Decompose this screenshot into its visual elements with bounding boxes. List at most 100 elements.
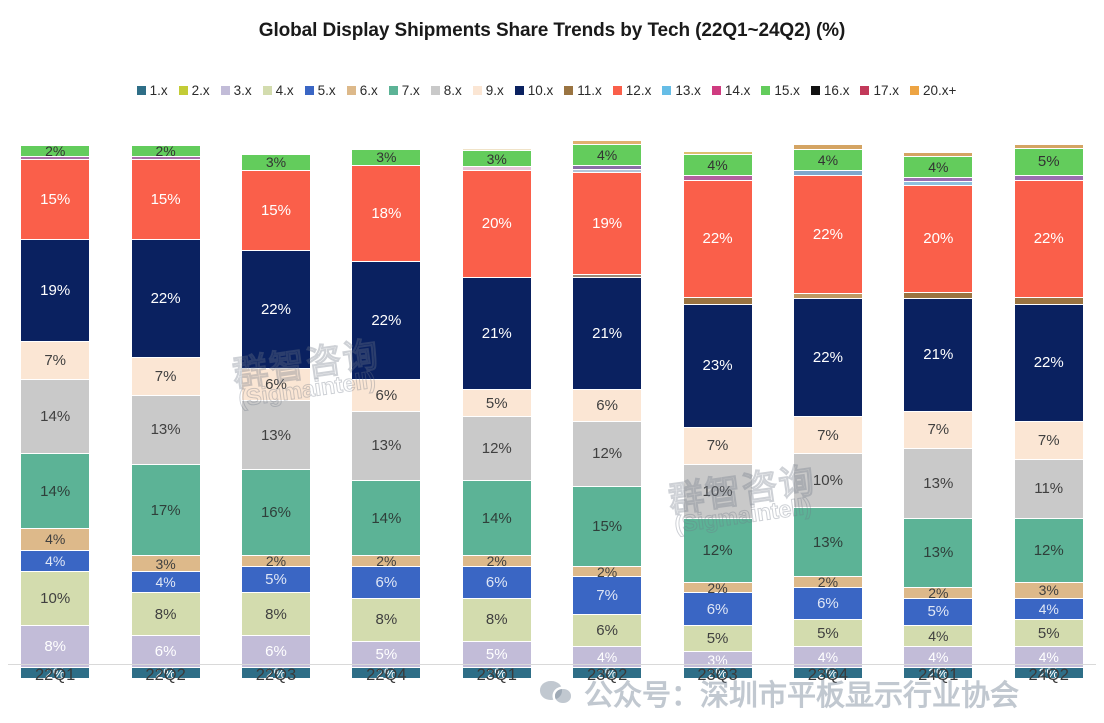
- bar-segment-8x[interactable]: 13%: [352, 411, 421, 482]
- bar-segment-6x[interactable]: 2%: [573, 565, 642, 579]
- bar-segment-4x[interactable]: 4%: [904, 625, 973, 647]
- bar-segment-6x[interactable]: 2%: [793, 575, 862, 589]
- bar-segment-11x[interactable]: [793, 293, 862, 300]
- bar-segment-10x[interactable]: 22%: [793, 299, 862, 417]
- bar-segment-20x[interactable]: [904, 152, 973, 158]
- bar-segment-14x[interactable]: [1014, 175, 1083, 181]
- bar-segment-10x[interactable]: 21%: [573, 277, 642, 391]
- bar-segment-13x[interactable]: [793, 170, 862, 177]
- bar-segment-15x[interactable]: 4%: [683, 154, 752, 177]
- bar-segment-7x[interactable]: 12%: [1014, 518, 1083, 583]
- legend-item-11x[interactable]: 11.x: [564, 84, 602, 98]
- bar-segment-10x[interactable]: 21%: [904, 299, 973, 412]
- bar-segment-10x[interactable]: 21%: [462, 277, 531, 391]
- bar-segment-7x[interactable]: 13%: [904, 518, 973, 589]
- bar-segment-14x[interactable]: [21, 156, 90, 161]
- bar-segment-20x[interactable]: [573, 141, 642, 145]
- bar-segment-6x[interactable]: 3%: [1014, 582, 1083, 599]
- bar-segment-12x[interactable]: 19%: [573, 173, 642, 275]
- bar-segment-9x[interactable]: 7%: [683, 427, 752, 466]
- bar-segment-5x[interactable]: 4%: [21, 550, 90, 573]
- bar-segment-20x[interactable]: [683, 151, 752, 155]
- legend-item-14x[interactable]: 14.x: [711, 84, 750, 98]
- bar-segment-10x[interactable]: 22%: [1014, 304, 1083, 423]
- bar-segment-15x[interactable]: 2%: [21, 144, 90, 158]
- bar-segment-14x[interactable]: [131, 156, 200, 161]
- bar-segment-20x[interactable]: [462, 148, 531, 152]
- bar-segment-8x[interactable]: 12%: [462, 416, 531, 482]
- bar-segment-6x[interactable]: 2%: [241, 554, 310, 568]
- bar-segment-4x[interactable]: 8%: [352, 598, 421, 642]
- bar-segment-12x[interactable]: 22%: [683, 180, 752, 299]
- bar-segment-12x[interactable]: 18%: [352, 165, 421, 262]
- bar-segment-5x[interactable]: 4%: [131, 572, 200, 594]
- bar-segment-6x[interactable]: 4%: [21, 529, 90, 551]
- bar-segment-6x[interactable]: 2%: [462, 554, 531, 568]
- bar-column-22Q2[interactable]: 2% 6% 8% 4% 3% 17% 13% 7% 22% 15% 2%: [111, 113, 221, 679]
- bar-segment-4x[interactable]: 5%: [793, 620, 862, 647]
- bar-segment-14x[interactable]: [904, 178, 973, 183]
- legend-item-5x[interactable]: 5.x: [304, 84, 336, 98]
- legend-item-16x[interactable]: 16.x: [810, 84, 849, 98]
- bar-segment-5x[interactable]: 6%: [683, 593, 752, 626]
- legend-item-1x[interactable]: 1.x: [136, 84, 168, 98]
- bar-segment-7x[interactable]: 16%: [241, 470, 310, 557]
- bar-segment-9x[interactable]: 6%: [352, 379, 421, 412]
- bar-segment-4x[interactable]: 5%: [683, 625, 752, 653]
- bar-segment-4x[interactable]: 6%: [573, 614, 642, 647]
- bar-segment-7x[interactable]: 14%: [352, 481, 421, 557]
- bar-segment-10x[interactable]: 22%: [131, 240, 200, 359]
- bar-segment-13x[interactable]: [573, 170, 642, 174]
- bar-column-23Q3[interactable]: 2% 3% 5% 6% 2% 12% 10% 7% 23% 22% 4%: [663, 113, 773, 679]
- bar-segment-9x[interactable]: 7%: [21, 342, 90, 380]
- bar-segment-8x[interactable]: 12%: [573, 422, 642, 487]
- bar-segment-12x[interactable]: 15%: [131, 160, 200, 241]
- bar-segment-9x[interactable]: 7%: [793, 416, 862, 455]
- bar-segment-6x[interactable]: 3%: [131, 556, 200, 573]
- bar-segment-20x[interactable]: [793, 145, 862, 150]
- bar-segment-14x[interactable]: [573, 166, 642, 171]
- bar-segment-10x[interactable]: 19%: [21, 240, 90, 343]
- bar-segment-7x[interactable]: 12%: [683, 518, 752, 583]
- bar-segment-7x[interactable]: 14%: [21, 454, 90, 530]
- legend-item-13x[interactable]: 13.x: [662, 84, 701, 98]
- bar-segment-10x[interactable]: 23%: [683, 304, 752, 428]
- bar-segment-5x[interactable]: 6%: [793, 588, 862, 621]
- legend-item-20x[interactable]: 20.x+: [909, 84, 956, 98]
- legend-item-3x[interactable]: 3.x: [220, 84, 252, 98]
- bar-segment-11x[interactable]: [573, 274, 642, 278]
- legend-item-6x[interactable]: 6.x: [346, 84, 378, 98]
- bar-segment-8x[interactable]: 14%: [21, 379, 90, 455]
- bar-segment-13x[interactable]: [904, 182, 973, 186]
- bar-column-22Q4[interactable]: 2% 5% 8% 6% 2% 14% 13% 6% 22% 18% 3%: [331, 113, 441, 679]
- bar-column-22Q3[interactable]: 2% 6% 8% 5% 2% 16% 13% 6% 22% 15% 3%: [221, 113, 331, 679]
- legend-item-15x[interactable]: 15.x: [761, 84, 800, 98]
- bar-segment-6x[interactable]: 2%: [904, 586, 973, 600]
- bar-segment-12x[interactable]: 22%: [793, 176, 862, 294]
- bar-segment-4x[interactable]: 5%: [1014, 620, 1083, 647]
- bar-segment-12x[interactable]: 20%: [904, 185, 973, 293]
- bar-segment-10x[interactable]: 22%: [352, 261, 421, 380]
- legend-item-2x[interactable]: 2.x: [178, 84, 210, 98]
- legend-item-7x[interactable]: 7.x: [388, 84, 420, 98]
- bar-segment-4x[interactable]: 10%: [21, 572, 90, 626]
- bar-segment-15x[interactable]: 3%: [241, 154, 310, 171]
- bar-segment-12x[interactable]: 22%: [1014, 180, 1083, 299]
- bar-segment-9x[interactable]: 6%: [241, 368, 310, 401]
- bar-segment-14x[interactable]: [462, 167, 531, 171]
- bar-column-23Q1[interactable]: 2% 5% 8% 6% 2% 14% 12% 5% 21% 20% 3%: [442, 113, 552, 679]
- bar-segment-5x[interactable]: 5%: [904, 598, 973, 626]
- bar-segment-7x[interactable]: 13%: [793, 507, 862, 578]
- bar-segment-7x[interactable]: 14%: [462, 481, 531, 557]
- bar-segment-15x[interactable]: 4%: [793, 149, 862, 171]
- bar-segment-15x[interactable]: 3%: [352, 149, 421, 166]
- bar-segment-6x[interactable]: 2%: [352, 554, 421, 568]
- bar-segment-14x[interactable]: [683, 176, 752, 181]
- bar-segment-8x[interactable]: 13%: [241, 400, 310, 471]
- bar-segment-12x[interactable]: 15%: [241, 170, 310, 252]
- legend-item-17x[interactable]: 17.x: [860, 84, 899, 98]
- bar-segment-15x[interactable]: 4%: [904, 157, 973, 179]
- bar-segment-7x[interactable]: 15%: [573, 486, 642, 567]
- bar-segment-5x[interactable]: 4%: [1014, 598, 1083, 621]
- legend-item-8x[interactable]: 8.x: [430, 84, 462, 98]
